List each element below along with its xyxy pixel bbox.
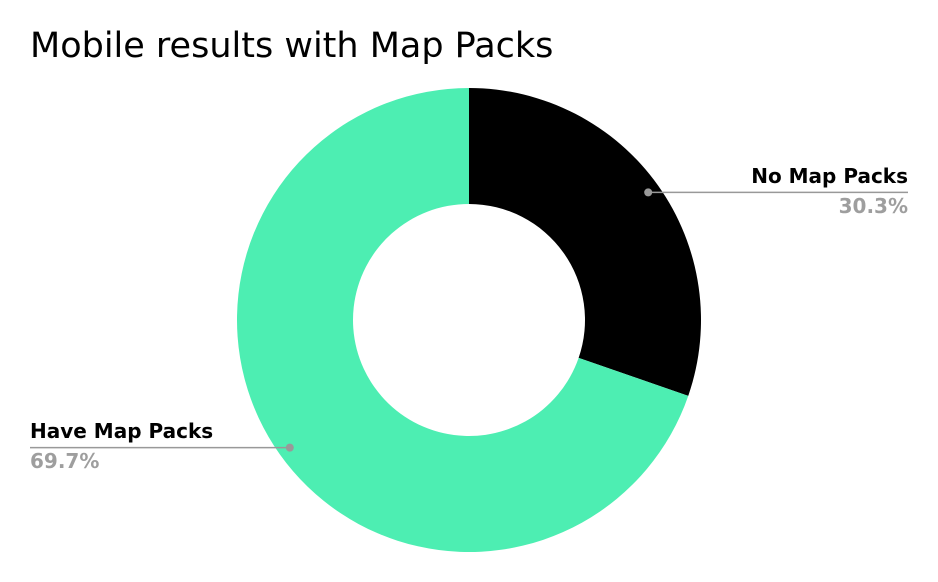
slice-label: Have Map Packs [30, 419, 213, 443]
slice-value: 30.3% [839, 194, 908, 218]
donut-slice [469, 88, 702, 396]
donut-slice [236, 88, 689, 553]
leader-dot [285, 443, 294, 452]
leader-dot [644, 188, 653, 197]
slice-label: No Map Packs [751, 164, 908, 188]
slice-value: 69.7% [30, 449, 99, 473]
chart-title: Mobile results with Map Packs [30, 26, 553, 66]
